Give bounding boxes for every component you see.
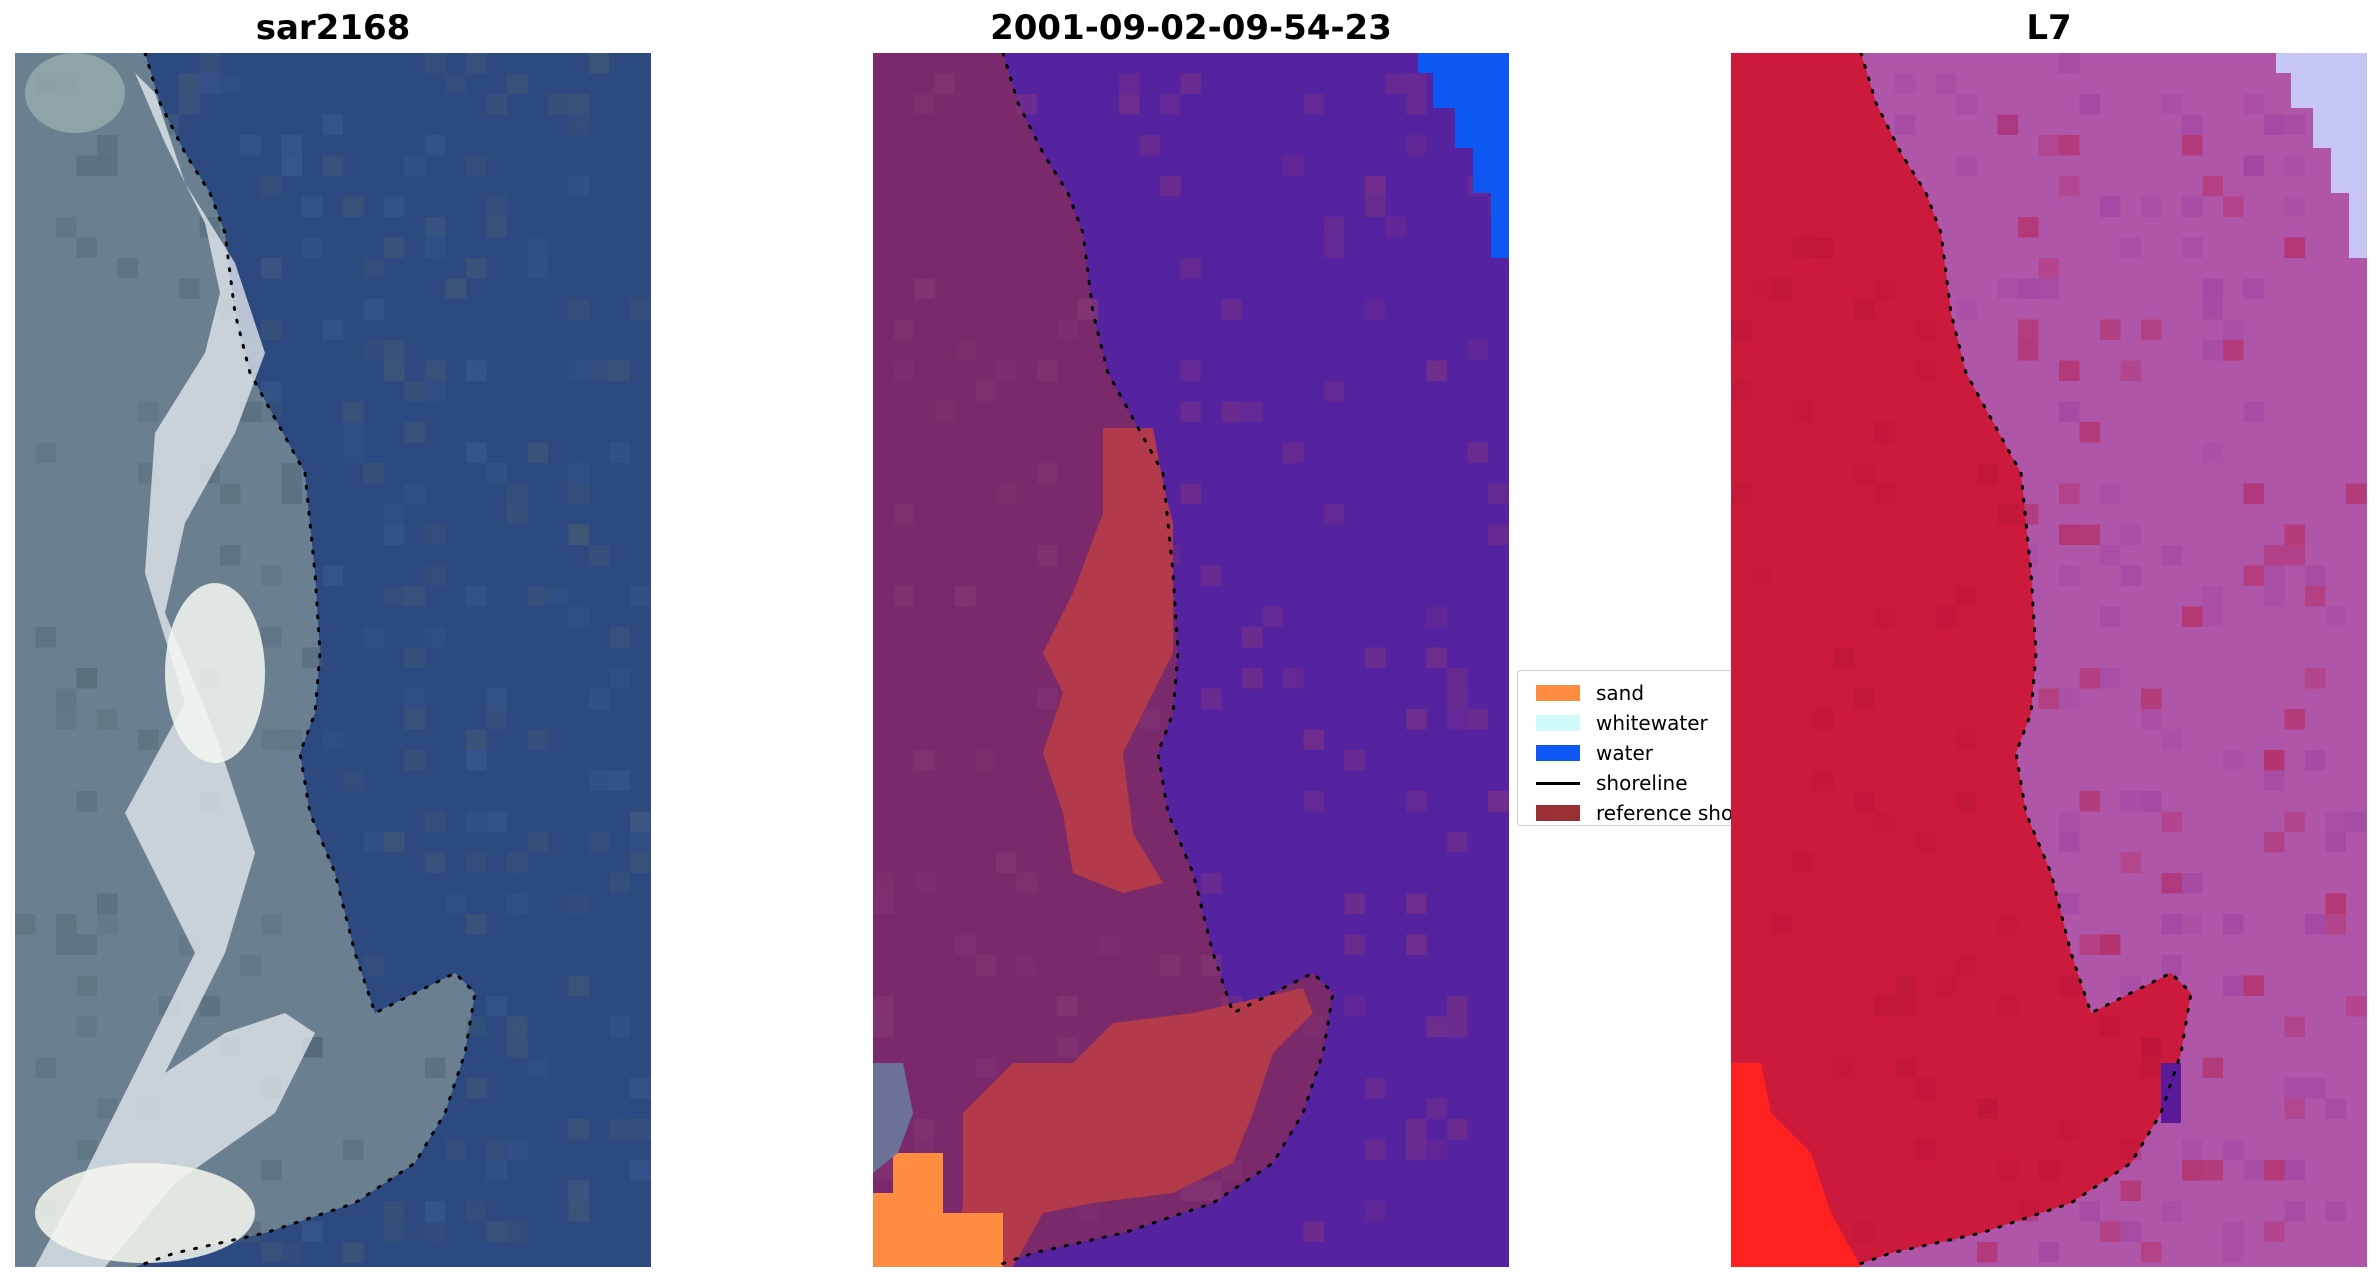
legend: sand whitewater water shoreline referenc… bbox=[1517, 670, 1731, 826]
legend-label-sand: sand bbox=[1596, 681, 1645, 705]
legend-label-water: water bbox=[1596, 741, 1653, 765]
false-color-image-panel bbox=[1731, 53, 2367, 1267]
legend-label-shoreline: shoreline bbox=[1596, 771, 1688, 795]
classified-image-panel bbox=[873, 53, 1509, 1267]
panel-title-rgb: sar2168 bbox=[255, 8, 411, 48]
classified-image bbox=[873, 53, 1509, 1267]
reference-shoreline-buffer-swatch bbox=[1536, 805, 1580, 821]
sand-swatch bbox=[1536, 685, 1580, 701]
legend-item-shoreline: shoreline bbox=[1528, 771, 1731, 795]
satellite-rgb-image bbox=[15, 53, 651, 1267]
water-swatch bbox=[1536, 745, 1580, 761]
legend-item-whitewater: whitewater bbox=[1528, 711, 1731, 735]
panel-title-classified: 2001-09-02-09-54-23 bbox=[990, 8, 1392, 48]
legend-item-reference-shoreline-buffer: reference shoreline buffer bbox=[1528, 801, 1731, 825]
satellite-false-color-image bbox=[1731, 53, 2367, 1267]
legend-item-water: water bbox=[1528, 741, 1731, 765]
whitewater-swatch bbox=[1536, 715, 1580, 731]
legend-item-sand: sand bbox=[1528, 681, 1731, 705]
panel-title-false-color: L7 bbox=[2026, 8, 2072, 48]
legend-label-reference-shoreline-buffer: reference shoreline buffer bbox=[1596, 801, 1731, 825]
shoreline-line-swatch bbox=[1536, 782, 1580, 785]
rgb-image-panel bbox=[15, 53, 651, 1267]
legend-label-whitewater: whitewater bbox=[1596, 711, 1708, 735]
